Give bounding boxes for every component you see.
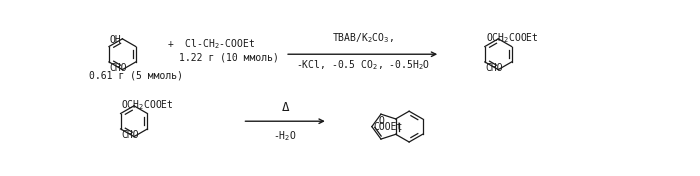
Text: CHO: CHO — [121, 130, 139, 140]
Text: 1.22 г (10 ммоль): 1.22 г (10 ммоль) — [179, 52, 279, 62]
Text: COOEt: COOEt — [373, 122, 402, 132]
Text: TBAB/K$_2$CO$_3$,: TBAB/K$_2$CO$_3$, — [332, 31, 393, 45]
Text: CHO: CHO — [486, 63, 503, 73]
Text: -KCl, -0.5 CO$_2$, -0.5H$_2$O: -KCl, -0.5 CO$_2$, -0.5H$_2$O — [295, 58, 430, 72]
Text: 0.61 г (5 ммоль): 0.61 г (5 ммоль) — [89, 70, 183, 80]
Text: O: O — [378, 117, 384, 127]
Text: OCH$_2$COOEt: OCH$_2$COOEt — [121, 98, 174, 112]
Text: OCH$_2$COOEt: OCH$_2$COOEt — [486, 31, 538, 45]
Text: +  Cl-CH$_2$-COOEt: + Cl-CH$_2$-COOEt — [167, 37, 256, 51]
Text: -H$_2$O: -H$_2$O — [273, 129, 297, 143]
Text: OH: OH — [110, 35, 122, 45]
Text: CHO: CHO — [110, 63, 127, 73]
Text: Δ: Δ — [281, 101, 289, 114]
